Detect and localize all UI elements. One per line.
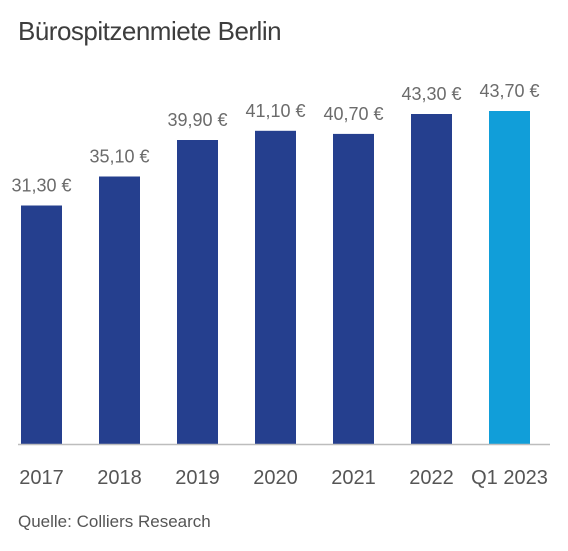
x-tick-label-q1-2023: Q1 2023 [471, 467, 548, 489]
value-label-q1-2023: 43,70 € [479, 81, 539, 101]
value-label-2017: 31,30 € [11, 176, 71, 196]
value-label-2018: 35,10 € [89, 147, 149, 167]
value-label-2022: 43,30 € [401, 84, 461, 104]
bar-2017 [21, 205, 62, 444]
bar-2022 [411, 114, 452, 444]
chart-source: Quelle: Colliers Research [18, 512, 211, 531]
bar-q1-2023 [489, 111, 530, 444]
value-label-2020: 41,10 € [245, 101, 305, 121]
x-tick-label-2021: 2021 [331, 467, 376, 489]
x-tick-label-2018: 2018 [97, 467, 142, 489]
bar-2019 [177, 140, 218, 444]
x-tick-label-2017: 2017 [19, 467, 64, 489]
value-label-2019: 39,90 € [167, 110, 227, 130]
x-tick-label-2019: 2019 [175, 467, 220, 489]
bar-2020 [255, 130, 296, 445]
x-tick-label-2022: 2022 [409, 467, 454, 489]
x-tick-label-2020: 2020 [253, 467, 298, 489]
bar-2018 [99, 176, 140, 444]
value-label-2021: 40,70 € [323, 104, 383, 124]
chart-title: Bürospitzenmiete Berlin [18, 16, 282, 46]
bar-2021 [333, 133, 374, 444]
